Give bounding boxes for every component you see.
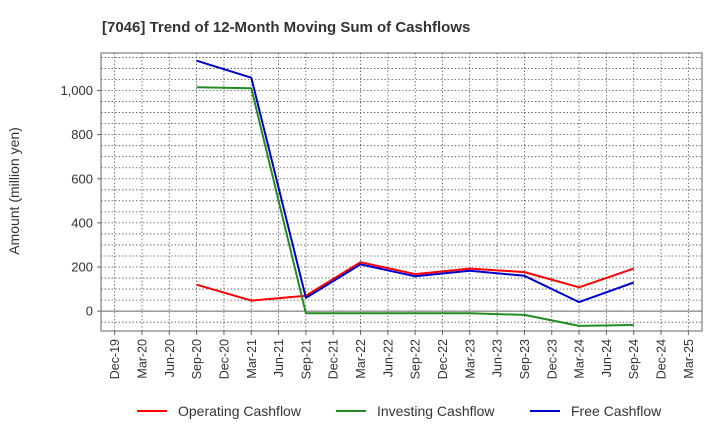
x-tick-label: Sep-20 [190, 339, 204, 379]
plot-frame [100, 52, 703, 332]
x-tick-label: Dec-24 [655, 339, 669, 379]
plot-area: 0 200 400 600 800 1,000 Dec-19 Mar-20 Jun-20 Sep-… [60, 52, 703, 379]
x-tick-label: Sep-22 [409, 339, 423, 379]
y-axis-label: Amount (million yen) [6, 127, 22, 255]
legend-label: Free Cashflow [571, 403, 662, 419]
chart-title: [7046] Trend of 12-Month Moving Sum of C… [102, 19, 470, 36]
x-tick-label: Dec-20 [217, 339, 231, 379]
y-tick-label: 200 [71, 260, 93, 275]
series-line-operating-cashflow [196, 261, 635, 302]
x-tick-label: Mar-25 [682, 339, 696, 379]
x-tick-label: Mar-23 [463, 339, 477, 379]
x-tick-label: Sep-23 [518, 339, 532, 379]
x-tick-label: Dec-19 [108, 339, 122, 379]
x-tick-label: Dec-23 [545, 339, 559, 379]
x-tick-label: Jun-23 [491, 339, 505, 377]
x-tick-label: Mar-22 [354, 339, 368, 379]
x-tick-label: Jun-24 [600, 339, 614, 377]
x-tick-label: Mar-21 [245, 339, 259, 379]
x-tick-label: Mar-20 [135, 339, 149, 379]
series-line-free-cashflow [196, 59, 635, 304]
x-tick-label: Mar-24 [573, 339, 587, 379]
x-tick-label: Dec-22 [436, 339, 450, 379]
legend: Operating Cashflow Investing Cashflow Free… [137, 403, 662, 419]
x-tick-label: Sep-21 [299, 339, 313, 379]
y-tick-label: 600 [71, 171, 93, 186]
plot-background [101, 53, 702, 331]
y-tick-label: 1,000 [60, 83, 93, 98]
legend-label: Investing Cashflow [377, 403, 495, 419]
x-tick-label: Sep-24 [627, 339, 641, 379]
x-tick-label: Dec-21 [327, 339, 341, 379]
y-tick-label: 0 [86, 304, 93, 319]
x-tick-label: Jun-20 [163, 339, 177, 377]
legend-label: Operating Cashflow [178, 403, 302, 419]
y-tick-label: 800 [71, 127, 93, 142]
y-tick-label: 400 [71, 215, 93, 230]
series-line-investing-cashflow [196, 86, 634, 327]
x-tick-label: Jun-22 [381, 339, 395, 377]
x-tick-label: Jun-21 [272, 339, 286, 377]
